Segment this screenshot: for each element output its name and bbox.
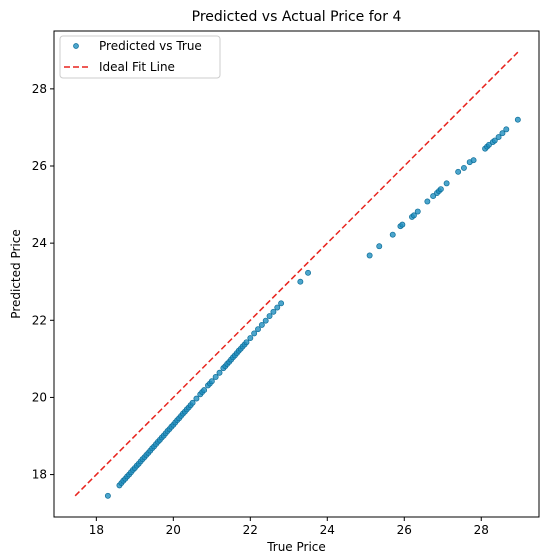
data-point [410,212,417,219]
data-point [470,157,477,164]
data-point [297,278,304,285]
y-tick-label: 22 [32,313,47,327]
data-point [305,269,311,276]
data-point [193,395,200,402]
legend-box [59,35,221,79]
ideal-fit-line [74,51,519,497]
data-point [460,164,467,171]
data-point [443,180,450,187]
data-point [258,321,265,328]
legend: Predicted vs True Ideal Fit Line [59,35,221,79]
data-point [251,330,258,337]
chart-title: Predicted vs Actual Price for 4 [192,9,402,25]
data-point [503,126,510,133]
data-point [208,378,215,385]
y-tick-label: 18 [32,468,47,482]
data-point [399,221,406,228]
legend-label-predicted: Predicted vs True [99,39,202,53]
x-tick-label: 28 [474,523,489,537]
x-tick-label: 24 [320,523,335,537]
data-point [495,134,502,141]
y-tick-label: 26 [32,159,47,173]
data-point [430,193,437,200]
data-point [270,308,277,315]
data-point [255,326,261,333]
data-point [491,137,498,144]
data-point [274,304,281,311]
axes-frame [53,30,540,518]
data-point [414,208,421,215]
data-point [104,492,111,499]
x-tick-label: 18 [89,523,104,537]
data-point [247,335,254,341]
x-tick-label: 20 [166,523,181,537]
data-point [376,243,383,250]
x-axis: 18 20 22 24 26 28 [89,517,489,537]
data-point [212,374,219,380]
x-tick-label: 22 [243,523,258,537]
y-tick-label: 28 [32,82,47,96]
data-point [216,369,223,376]
data-point [189,399,196,406]
data-point [455,168,462,175]
plot-area [74,51,521,499]
data-point [437,186,444,193]
x-tick-label: 26 [397,523,412,537]
data-point [262,317,269,324]
y-tick-label: 20 [32,390,47,404]
data-point [201,387,208,394]
data-point [278,300,285,307]
y-axis-label: Predicted Price [9,229,23,318]
y-axis: 18 20 22 24 26 28 [32,82,54,482]
data-point [266,313,273,319]
y-tick-label: 24 [32,236,47,250]
data-point [499,130,506,137]
data-point [424,198,431,205]
data-point [366,252,373,259]
data-point [514,116,521,123]
data-point [243,339,250,346]
x-axis-label: True Price [266,540,326,554]
legend-label-ideal: Ideal Fit Line [99,60,175,74]
data-point [389,231,396,238]
legend-marker-scatter [73,43,79,49]
